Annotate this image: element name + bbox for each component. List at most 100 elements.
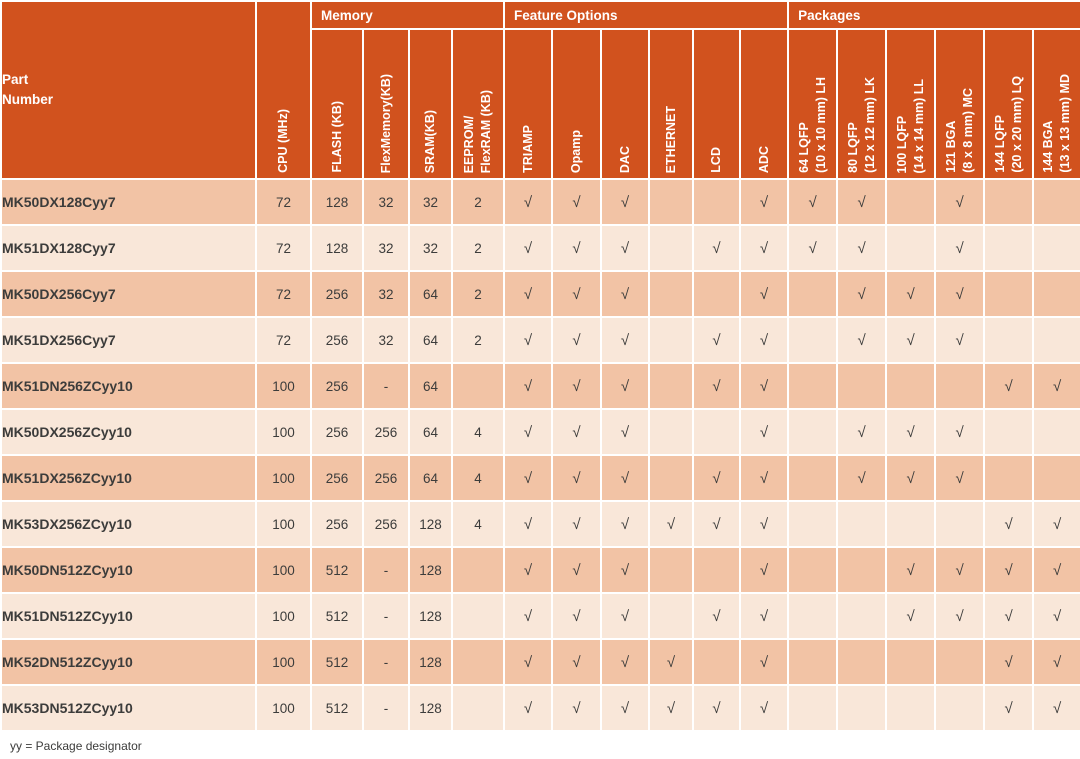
package-check-144-lqfp: √: [983, 638, 1035, 686]
cpu-cell: 100: [255, 638, 312, 686]
package-check-121-bga: √: [934, 316, 986, 364]
package-check-80-lqfp: √: [836, 178, 888, 226]
package-check-144-lqfp: [983, 454, 1035, 502]
table-row: MK50DX256ZCyy10 100 256 256 64 4 √ √ √ √ √ √ √: [0, 408, 1080, 456]
package-check-64-lqfp: [787, 638, 839, 686]
feature-check-lcd: √: [692, 316, 742, 364]
eeprom-flexram-cell: 4: [450, 454, 506, 502]
feature-check-dac: √: [600, 316, 651, 364]
part-number-cell: MK52DN512ZCyy10: [0, 638, 257, 686]
flexmemory-cell: -: [362, 546, 410, 594]
package-check-64-lqfp: [787, 408, 839, 456]
package-check-144-lqfp: [983, 178, 1035, 226]
flexmemory-cell: -: [362, 362, 410, 410]
package-check-80-lqfp: √: [836, 408, 888, 456]
eeprom-flexram-cell: 4: [450, 500, 506, 548]
package-check-144-lqfp: √: [983, 684, 1035, 732]
package-check-144-bga: [1032, 178, 1080, 226]
cpu-cell: 100: [255, 592, 312, 640]
feature-check-adc: √: [739, 546, 790, 594]
feature-check-triamp: √: [503, 270, 554, 318]
col-header-opamp: Opamp: [551, 28, 603, 180]
col-header-label: DAC: [617, 145, 632, 173]
feature-check-lcd: [692, 270, 742, 318]
cpu-cell: 72: [255, 178, 312, 226]
flash-cell: 512: [310, 592, 364, 640]
eeprom-flexram-cell: [450, 546, 506, 594]
flash-cell: 512: [310, 638, 364, 686]
feature-check-adc: √: [739, 408, 790, 456]
flash-cell: 256: [310, 316, 364, 364]
col-header-label: 64 LQFP (10 x 10 mm) LH: [796, 77, 828, 173]
feature-check-adc: √: [739, 592, 790, 640]
package-check-144-lqfp: [983, 316, 1035, 364]
feature-check-adc: √: [739, 362, 790, 410]
package-check-80-lqfp: [836, 684, 888, 732]
package-check-144-bga: √: [1032, 592, 1080, 640]
col-header-121-bga: 121 BGA (8 x 8 mm) MC: [934, 28, 986, 180]
col-header-label: TRIAMP: [520, 125, 535, 173]
eeprom-flexram-cell: 4: [450, 408, 506, 456]
sram-cell: 128: [408, 500, 453, 548]
feature-check-lcd: √: [692, 500, 742, 548]
col-header-flexmemory-kb: FlexMemory(KB): [362, 28, 410, 180]
feature-check-triamp: √: [503, 362, 554, 410]
part-number-cell: MK50DX128Cyy7: [0, 178, 257, 226]
col-header-label: SRAM(KB): [423, 109, 438, 173]
feature-check-adc: √: [739, 454, 790, 502]
col-header-100-lqfp: 100 LQFP (14 x 14 mm) LL: [885, 28, 937, 180]
feature-check-lcd: √: [692, 224, 742, 272]
package-check-121-bga: √: [934, 408, 986, 456]
feature-check-triamp: √: [503, 454, 554, 502]
eeprom-flexram-cell: 2: [450, 316, 506, 364]
feature-check-opamp: √: [551, 362, 603, 410]
cpu-cell: 72: [255, 316, 312, 364]
feature-check-lcd: √: [692, 684, 742, 732]
part-number-header: Part Number: [0, 0, 257, 180]
eeprom-flexram-cell: 2: [450, 270, 506, 318]
package-check-144-bga: √: [1032, 362, 1080, 410]
feature-check-ethernet: [648, 546, 695, 594]
mcu-part-selection-table: Part Number CPU (MHz) Memory Feature Opt…: [0, 0, 1080, 732]
feature-check-opamp: √: [551, 454, 603, 502]
feature-check-ethernet: √: [648, 500, 695, 548]
feature-check-opamp: √: [551, 224, 603, 272]
feature-check-ethernet: [648, 178, 695, 226]
cpu-cell: 100: [255, 408, 312, 456]
feature-check-triamp: √: [503, 224, 554, 272]
feature-check-ethernet: [648, 224, 695, 272]
feature-check-ethernet: [648, 592, 695, 640]
feature-check-triamp: √: [503, 546, 554, 594]
feature-check-dac: √: [600, 224, 651, 272]
feature-check-triamp: √: [503, 638, 554, 686]
table-row: MK51DN512ZCyy10 100 512-128 √ √ √ √ √ √ √ √ √: [0, 592, 1080, 640]
part-number-cell: MK53DX256ZCyy10: [0, 500, 257, 548]
col-header-label: 80 LQFP (12 x 12 mm) LK: [845, 77, 877, 173]
feature-check-dac: √: [600, 408, 651, 456]
package-check-80-lqfp: √: [836, 316, 888, 364]
table-row: MK51DN256ZCyy10 100 256-64 √ √ √ √ √ √ √: [0, 362, 1080, 410]
eeprom-flexram-cell: [450, 684, 506, 732]
col-header-eeprom: EEPROM/ FlexRAM (KB): [450, 28, 506, 180]
package-check-121-bga: √: [934, 270, 986, 318]
package-check-100-lqfp: √: [885, 270, 937, 318]
table-row: MK52DN512ZCyy10 100 512-128 √ √ √ √ √ √ √: [0, 638, 1080, 686]
col-header-label: LCD: [709, 147, 724, 173]
eeprom-flexram-cell: 2: [450, 178, 506, 226]
table-row: MK51DX256Cyy7 72 256 32 64 2 √ √ √ √ √ √ √ √: [0, 316, 1080, 364]
cpu-cell: 100: [255, 500, 312, 548]
feature-check-opamp: √: [551, 500, 603, 548]
package-check-144-bga: [1032, 408, 1080, 456]
sram-cell: 64: [408, 316, 453, 364]
feature-check-opamp: √: [551, 408, 603, 456]
package-check-80-lqfp: √: [836, 224, 888, 272]
col-header-triamp: TRIAMP: [503, 28, 554, 180]
feature-check-adc: √: [739, 638, 790, 686]
package-check-121-bga: [934, 500, 986, 548]
feature-check-dac: √: [600, 546, 651, 594]
feature-check-adc: √: [739, 500, 790, 548]
flash-cell: 512: [310, 684, 364, 732]
package-check-144-lqfp: √: [983, 500, 1035, 548]
eeprom-flexram-cell: [450, 362, 506, 410]
package-check-80-lqfp: [836, 362, 888, 410]
